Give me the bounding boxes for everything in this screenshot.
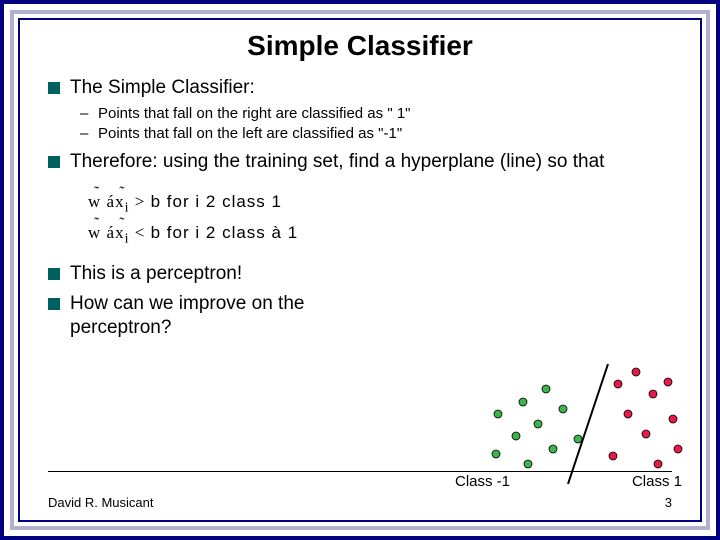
bullet-1-sub-2: Points that fall on the left are classif… bbox=[70, 124, 672, 144]
page-number: 3 bbox=[665, 495, 672, 510]
bullet-list-2: This is a perceptron! How can we improve… bbox=[48, 262, 672, 339]
slide-mid-frame: Simple Classifier The Simple Classifier:… bbox=[10, 10, 710, 530]
slide-title: Simple Classifier bbox=[48, 30, 672, 62]
bullet-1: The Simple Classifier: Points that fall … bbox=[48, 76, 672, 144]
formula-line-1: w áxi > b for i 2 class 1 bbox=[88, 188, 672, 219]
slide-outer-frame: Simple Classifier The Simple Classifier:… bbox=[0, 0, 720, 540]
bullet-list: The Simple Classifier: Points that fall … bbox=[48, 76, 672, 174]
class-label-right: Class 1 bbox=[632, 473, 682, 490]
bullet-1-text: The Simple Classifier: bbox=[70, 77, 255, 98]
scatter-chart bbox=[468, 364, 688, 484]
bullet-4: How can we improve on the perceptron? bbox=[48, 292, 408, 340]
formula-w-vec: w bbox=[88, 188, 101, 215]
class-label-left: Class -1 bbox=[455, 473, 510, 490]
bullet-2: Therefore: using the training set, find … bbox=[48, 150, 672, 174]
bullet-3: This is a perceptron! bbox=[48, 262, 408, 286]
bullet-1-sub-1: Points that fall on the right are classi… bbox=[70, 104, 672, 124]
formulas-block: w áxi > b for i 2 class 1 w áxi < b for … bbox=[88, 188, 672, 250]
bullet-1-sublist: Points that fall on the right are classi… bbox=[70, 104, 672, 145]
footer-divider bbox=[48, 471, 672, 472]
slide-content: Simple Classifier The Simple Classifier:… bbox=[18, 18, 702, 522]
author-name: David R. Musicant bbox=[48, 495, 153, 510]
formula-line-2: w áxi < b for i 2 class à 1 bbox=[88, 219, 672, 250]
